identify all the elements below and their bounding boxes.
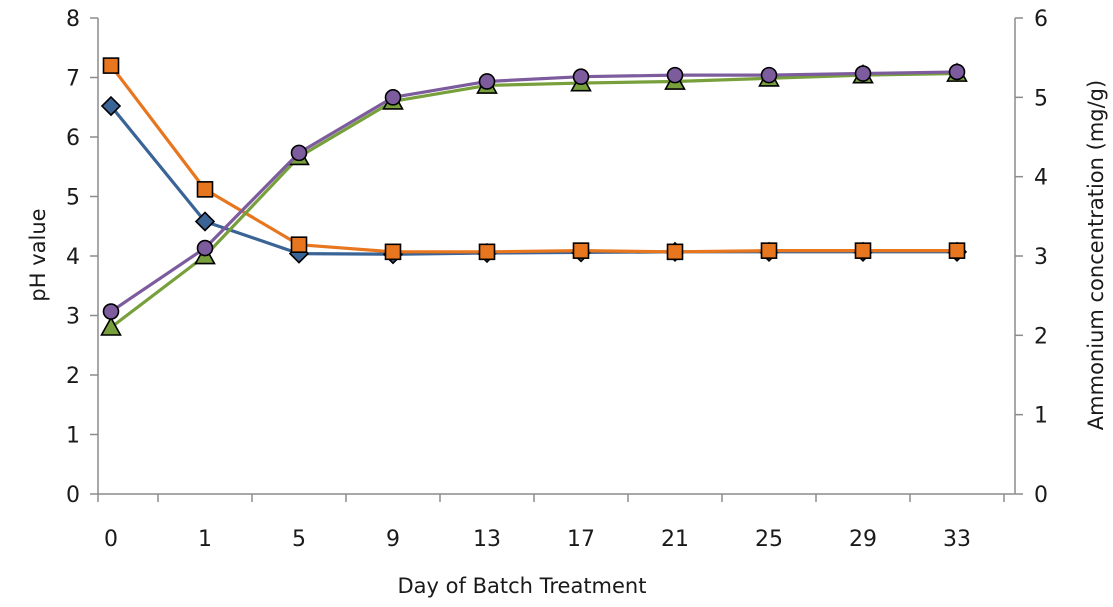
data-point-square xyxy=(948,242,966,259)
x-tick-label: 5 xyxy=(292,527,306,552)
data-point-diamond xyxy=(194,211,216,232)
x-tick-label: 1 xyxy=(198,527,212,552)
series-line xyxy=(110,71,958,329)
data-point-square xyxy=(384,243,402,261)
ticks: 0 1 2 3 4 5 6 7 8 0 1 2 3 4 5 6 0 1 5 9 13 17 21 25 29 33 xyxy=(66,7,1048,552)
data-point-square xyxy=(572,242,590,259)
right-y-tick-label: 3 xyxy=(1034,245,1048,270)
left-y-axis-title: pH value xyxy=(26,208,50,301)
left-y-tick-label: 1 xyxy=(66,424,80,449)
data-point-circle xyxy=(854,65,872,82)
right-y-tick-label: 6 xyxy=(1034,7,1048,32)
right-y-tick-label: 4 xyxy=(1034,166,1048,191)
left-y-tick-label: 7 xyxy=(66,67,80,92)
data-point-circle xyxy=(760,66,778,84)
data-point-square xyxy=(666,243,684,261)
data-point-square xyxy=(478,243,496,261)
right-y-tick-label: 5 xyxy=(1034,86,1048,111)
x-tick-label: 17 xyxy=(567,527,595,552)
x-tick-label: 33 xyxy=(943,527,971,552)
data-point-circle xyxy=(102,303,120,320)
data-point-square xyxy=(854,242,872,259)
data-point-circle xyxy=(290,144,308,162)
x-tick-label: 9 xyxy=(386,527,400,552)
data-point-circle xyxy=(666,66,684,84)
right-y-tick-label: 0 xyxy=(1034,483,1048,508)
left-y-tick-label: 6 xyxy=(66,126,80,151)
left-y-tick-label: 8 xyxy=(66,7,80,32)
data-point-circle xyxy=(196,239,214,257)
series-line xyxy=(110,70,958,313)
series-4-circle xyxy=(102,63,966,320)
series-line xyxy=(109,105,957,256)
x-tick-label: 0 xyxy=(104,527,118,552)
series-2-square xyxy=(102,57,966,261)
data-point-circle xyxy=(572,68,590,86)
series-1-diamond xyxy=(100,95,968,265)
left-y-tick-label: 5 xyxy=(66,186,80,211)
x-tick-label: 29 xyxy=(849,527,877,552)
data-point-square xyxy=(102,57,120,74)
right-y-axis-title: Ammonium concentration (mg/g) xyxy=(1084,80,1108,430)
data-point-circle xyxy=(948,63,966,81)
axes xyxy=(97,18,1016,495)
series-3-triangle xyxy=(100,62,968,336)
data-point-diamond xyxy=(100,95,122,117)
left-y-tick-label: 4 xyxy=(66,245,80,270)
x-tick-label: 13 xyxy=(473,527,501,552)
data-point-square xyxy=(196,181,214,198)
series xyxy=(100,57,968,336)
right-y-tick-label: 1 xyxy=(1034,404,1048,429)
left-y-tick-label: 3 xyxy=(66,305,80,330)
data-point-square xyxy=(760,242,778,259)
x-axis-title: Day of Batch Treatment xyxy=(398,574,647,598)
data-point-circle xyxy=(478,73,496,90)
x-tick-label: 21 xyxy=(661,527,689,552)
left-y-tick-label: 0 xyxy=(66,483,80,508)
data-point-circle xyxy=(384,89,402,106)
x-tick-label: 25 xyxy=(755,527,783,552)
data-point-square xyxy=(290,236,308,253)
left-y-tick-label: 2 xyxy=(66,364,80,389)
data-point-triangle xyxy=(100,316,122,336)
right-y-tick-label: 2 xyxy=(1034,324,1048,349)
series-line xyxy=(109,64,957,254)
